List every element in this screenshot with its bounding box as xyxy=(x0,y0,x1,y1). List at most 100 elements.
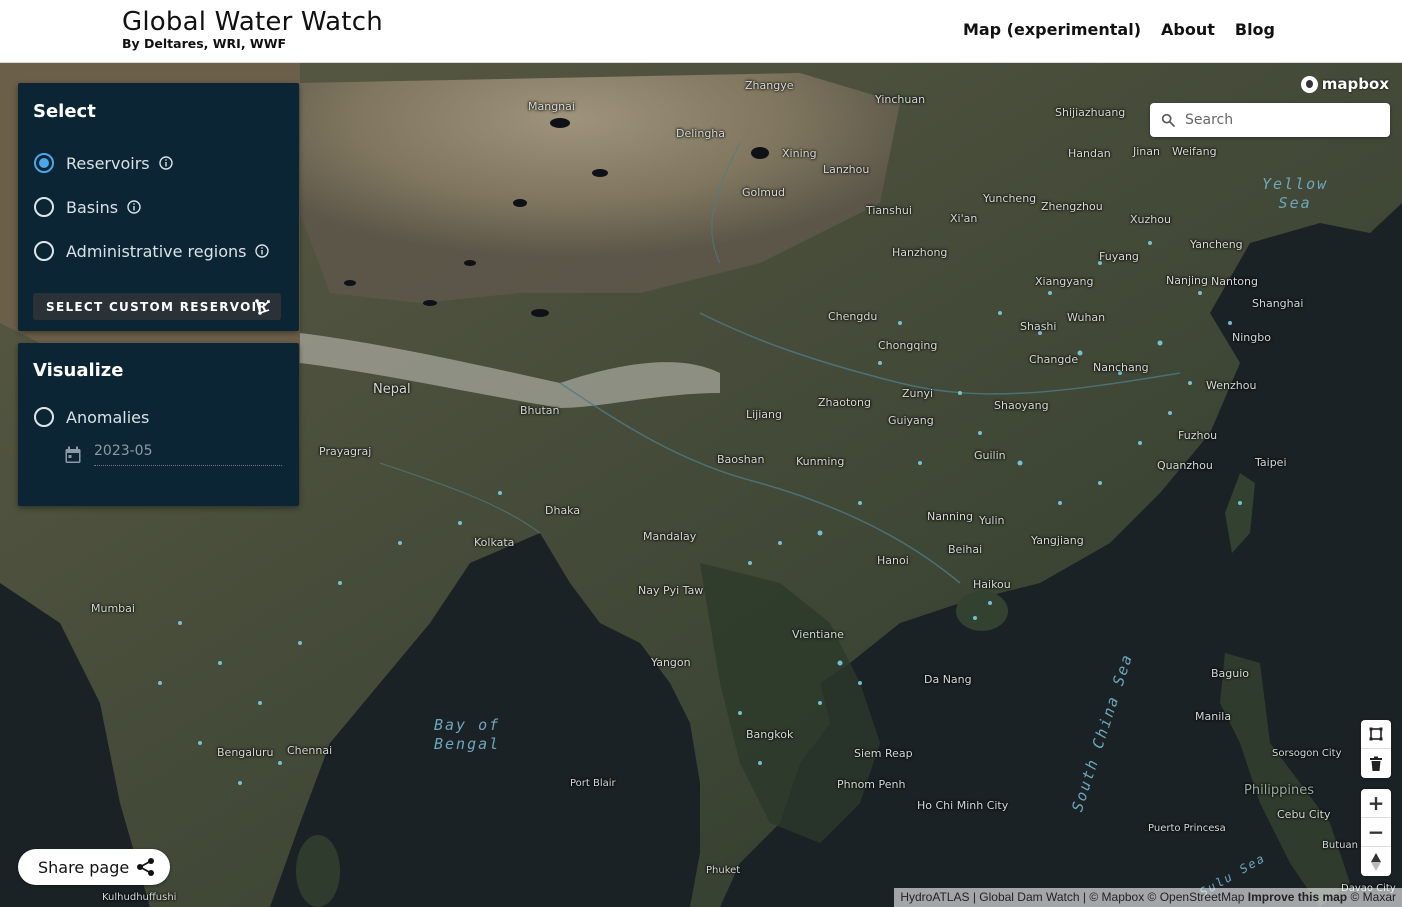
place-label: Phnom Penh xyxy=(837,778,906,791)
option-anomalies[interactable]: Anomalies xyxy=(34,407,149,427)
attrib-maxar[interactable]: © Maxar xyxy=(1350,890,1396,904)
option-basins[interactable]: Basins xyxy=(34,197,141,217)
polygon-icon xyxy=(1369,727,1383,741)
brand[interactable]: Global Water Watch By Deltares, WRI, WWF xyxy=(122,8,383,52)
place-label: Yulin xyxy=(979,514,1005,527)
place-label: Bhutan xyxy=(520,404,560,417)
select-custom-reservoir-button[interactable]: SELECT CUSTOM RESERVOIR xyxy=(33,293,281,320)
share-icon xyxy=(137,858,155,876)
option-reservoirs[interactable]: Reservoirs xyxy=(34,153,173,173)
place-label: Guiyang xyxy=(888,414,934,427)
place-label: Yangon xyxy=(651,656,691,669)
zoom-in-button[interactable]: + xyxy=(1361,789,1391,818)
place-label: Kulhudhuffushi xyxy=(102,892,177,903)
visualize-panel-title: Visualize xyxy=(33,360,124,381)
place-label: Baguio xyxy=(1211,667,1250,680)
place-label: Xi'an xyxy=(950,212,978,225)
zoom-controls: + − xyxy=(1361,789,1391,876)
place-label: Lanzhou xyxy=(823,163,870,176)
zoom-out-button[interactable]: − xyxy=(1361,818,1391,847)
place-label: Nay Pyi Taw xyxy=(638,584,704,597)
nav-about[interactable]: About xyxy=(1161,20,1215,39)
place-label: Mumbai xyxy=(91,602,135,615)
place-label: Chengdu xyxy=(828,310,878,323)
place-label: Ho Chi Minh City xyxy=(917,799,1009,812)
place-label: Xuzhou xyxy=(1130,213,1171,226)
map-search[interactable] xyxy=(1150,103,1390,137)
option-admin-regions[interactable]: Administrative regions xyxy=(34,241,270,261)
attrib-dam-watch[interactable]: Global Dam Watch xyxy=(979,890,1080,904)
place-label: Handan xyxy=(1068,147,1111,160)
draw-polygon-button[interactable] xyxy=(1361,720,1391,749)
satellite-basemap[interactable] xyxy=(0,63,1402,907)
place-label: Yangjiang xyxy=(1031,534,1084,547)
place-label: Delingha xyxy=(676,127,726,140)
place-label: Jinan xyxy=(1133,145,1160,158)
place-label: Mangnai xyxy=(528,100,575,113)
option-label: Basins xyxy=(66,197,119,217)
place-label: Lijiang xyxy=(746,408,782,421)
search-input[interactable] xyxy=(1185,112,1375,128)
attrib-mapbox-osm[interactable]: © Mapbox © OpenStreetMap xyxy=(1089,890,1245,904)
draw-controls xyxy=(1361,720,1391,778)
place-label: Yuncheng xyxy=(983,192,1037,205)
compass-icon xyxy=(1371,852,1381,871)
place-label: Hanzhong xyxy=(892,246,948,259)
date-input[interactable] xyxy=(94,443,282,466)
sea-label: Bay of Bengal xyxy=(434,716,501,753)
option-label: Anomalies xyxy=(66,407,150,427)
date-picker[interactable] xyxy=(64,443,282,466)
top-header: Global Water Watch By Deltares, WRI, WWF… xyxy=(0,0,1402,63)
calendar-icon xyxy=(65,446,81,463)
share-page-button[interactable]: Share page xyxy=(18,849,170,885)
delete-drawing-button[interactable] xyxy=(1361,749,1391,778)
trash-icon xyxy=(1370,756,1382,771)
basins-radio[interactable] xyxy=(34,197,54,217)
place-label: Nanjing xyxy=(1166,274,1209,287)
share-label: Share page xyxy=(38,857,130,877)
reservoirs-radio[interactable] xyxy=(34,153,54,173)
improve-map-link[interactable]: Improve this map xyxy=(1247,890,1348,904)
compass-button[interactable] xyxy=(1361,847,1391,876)
place-label: Nepal xyxy=(373,382,411,397)
place-label: Bangkok xyxy=(746,728,794,741)
place-label: Nantong xyxy=(1211,275,1258,288)
info-icon[interactable] xyxy=(255,244,270,258)
nav-blog[interactable]: Blog xyxy=(1234,20,1275,39)
attrib-hydroatlas[interactable]: HydroATLAS xyxy=(900,890,970,904)
info-icon[interactable] xyxy=(127,200,141,214)
anomalies-radio[interactable] xyxy=(34,407,54,427)
place-label: Shaoyang xyxy=(994,399,1049,412)
place-label: Mandalay xyxy=(643,530,697,543)
place-label: Xining xyxy=(782,147,817,160)
place-label: Yancheng xyxy=(1190,238,1243,251)
place-label: Siem Reap xyxy=(854,747,913,760)
mapbox-logo[interactable]: mapbox xyxy=(1300,75,1389,93)
place-label: Beihai xyxy=(948,543,983,556)
option-label: Reservoirs xyxy=(66,153,150,173)
search-icon xyxy=(1161,113,1175,127)
mapbox-logo-text: mapbox xyxy=(1321,75,1389,93)
place-label: Ningbo xyxy=(1232,331,1271,344)
place-label: Shanghai xyxy=(1252,297,1304,310)
place-label: Phuket xyxy=(706,865,741,876)
place-label: Xiangyang xyxy=(1035,275,1094,288)
admin-regions-radio[interactable] xyxy=(34,241,54,261)
draw-shape-icon xyxy=(255,299,270,315)
place-label: Zhangye xyxy=(745,79,794,92)
place-label: Kolkata xyxy=(474,536,515,549)
info-icon[interactable] xyxy=(158,156,173,170)
map-canvas[interactable]: Zhangye Yinchuan Mangnai Delingha Xining… xyxy=(0,63,1402,907)
place-label: Tianshui xyxy=(866,204,912,217)
place-label: Vientiane xyxy=(792,628,844,641)
place-label: Chennai xyxy=(287,744,333,757)
place-label: Dhaka xyxy=(545,504,581,517)
place-label: Kunming xyxy=(796,455,845,468)
place-label: Wuhan xyxy=(1067,311,1106,324)
place-label: Nanchang xyxy=(1093,361,1149,374)
site-title[interactable]: Global Water Watch xyxy=(122,7,383,37)
nav-map[interactable]: Map (experimental) xyxy=(962,20,1141,39)
place-label: Bengaluru xyxy=(217,746,274,759)
place-label: Wenzhou xyxy=(1206,379,1257,392)
select-panel-title: Select xyxy=(33,101,96,122)
